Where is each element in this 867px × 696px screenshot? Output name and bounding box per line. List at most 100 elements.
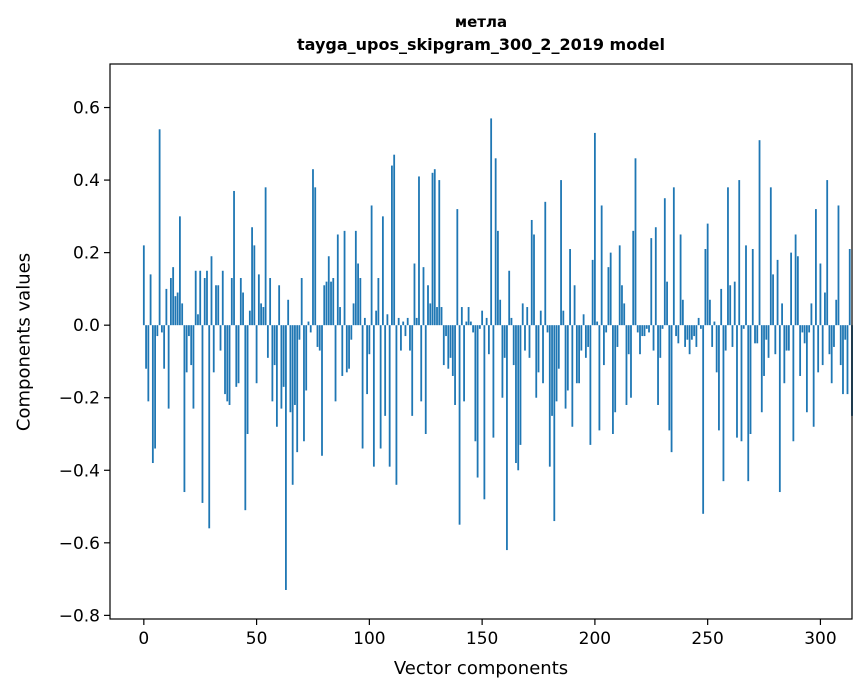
bar-19: [185, 325, 188, 373]
bar-50: [255, 325, 258, 384]
bar-215: [627, 325, 630, 355]
bar-132: [440, 307, 443, 326]
bar-49: [253, 245, 256, 326]
bar-287: [790, 252, 792, 326]
plot-frame: [109, 63, 853, 620]
bar-12: [169, 278, 172, 326]
bar-168: [521, 303, 524, 326]
bar-186: [562, 310, 565, 326]
bar-46: [246, 325, 249, 434]
bar-238: [679, 234, 682, 326]
bar-242: [688, 325, 691, 355]
bar-121: [415, 317, 418, 326]
bar-306: [833, 325, 835, 347]
bar-288: [792, 325, 795, 442]
bar-181: [551, 325, 553, 416]
bar-296: [810, 303, 813, 326]
bar-233: [668, 325, 671, 431]
bar-249: [704, 249, 707, 326]
bar-217: [632, 230, 635, 326]
bar-54: [264, 187, 267, 326]
x-tick-label-100: 100: [353, 629, 385, 649]
y-tick-label-7: 0.6: [73, 99, 100, 119]
bar-209: [614, 325, 617, 413]
bar-32: [215, 285, 217, 326]
bar-275: [763, 325, 765, 376]
bar-30: [210, 256, 213, 326]
bar-187: [564, 325, 567, 409]
bar-139: [456, 209, 459, 326]
bar-25: [199, 270, 202, 326]
bar-106: [381, 216, 384, 326]
bar-229: [659, 325, 662, 358]
bar-137: [451, 325, 454, 376]
bar-310: [842, 325, 844, 395]
bar-76: [314, 187, 317, 326]
bar-286: [787, 325, 790, 351]
bar-126: [427, 285, 429, 326]
y-axis-label: Components values: [13, 252, 35, 432]
bar-194: [580, 325, 583, 351]
bar-105: [379, 325, 382, 449]
bar-267: [745, 245, 747, 326]
bar-156: [494, 158, 497, 326]
bar-189: [569, 249, 571, 326]
bar-55: [266, 325, 269, 358]
bar-203: [600, 205, 603, 326]
bar-201: [596, 321, 599, 326]
bar-273: [758, 140, 761, 326]
bar-28: [206, 270, 208, 326]
y-tick-label-0: −0.8: [59, 606, 100, 626]
bar-303: [826, 180, 829, 326]
bar-60: [278, 285, 281, 326]
bar-206: [607, 267, 610, 326]
bar-142: [463, 325, 465, 402]
bar-154: [490, 118, 493, 326]
chart-subtitle: tayga_upos_skipgram_300_2_2019 model: [297, 35, 665, 54]
bar-216: [630, 325, 632, 398]
bar-172: [530, 219, 533, 326]
bar-174: [535, 325, 538, 398]
bar-159: [501, 325, 504, 398]
bar-223: [645, 325, 648, 329]
bar-160: [503, 325, 506, 358]
bar-43: [239, 278, 242, 326]
bar-57: [271, 325, 274, 402]
bar-42: [237, 325, 240, 384]
bar-86: [336, 234, 339, 326]
bar-313: [848, 249, 851, 326]
bar-69: [298, 325, 301, 340]
bar-299: [817, 325, 820, 373]
bar-67: [294, 325, 296, 405]
bar-312: [846, 325, 849, 395]
bar-17: [181, 303, 184, 326]
bar-213: [623, 303, 626, 326]
bar-298: [815, 209, 817, 326]
bar-302: [824, 292, 826, 326]
bar-72: [305, 325, 308, 391]
bar-77: [316, 325, 319, 347]
bar-212: [621, 285, 623, 326]
bar-311: [844, 325, 847, 340]
bar-265: [740, 325, 743, 442]
bar-152: [485, 317, 488, 326]
bar-280: [774, 325, 777, 355]
bar-262: [733, 281, 736, 326]
bar-144: [467, 307, 470, 326]
bar-290: [796, 256, 799, 326]
bar-91: [348, 325, 350, 369]
bar-102: [372, 325, 375, 467]
bar-8: [160, 325, 163, 333]
bar-21: [190, 325, 193, 366]
bar-155: [492, 325, 495, 438]
bar-260: [729, 285, 732, 326]
bar-271: [754, 325, 756, 344]
bar-236: [675, 325, 677, 337]
bar-108: [386, 314, 389, 326]
bar-157: [497, 230, 499, 326]
bar-276: [765, 325, 768, 340]
bar-70: [300, 278, 303, 326]
bar-232: [666, 281, 668, 326]
bar-234: [670, 325, 673, 453]
bar-284: [783, 325, 786, 384]
